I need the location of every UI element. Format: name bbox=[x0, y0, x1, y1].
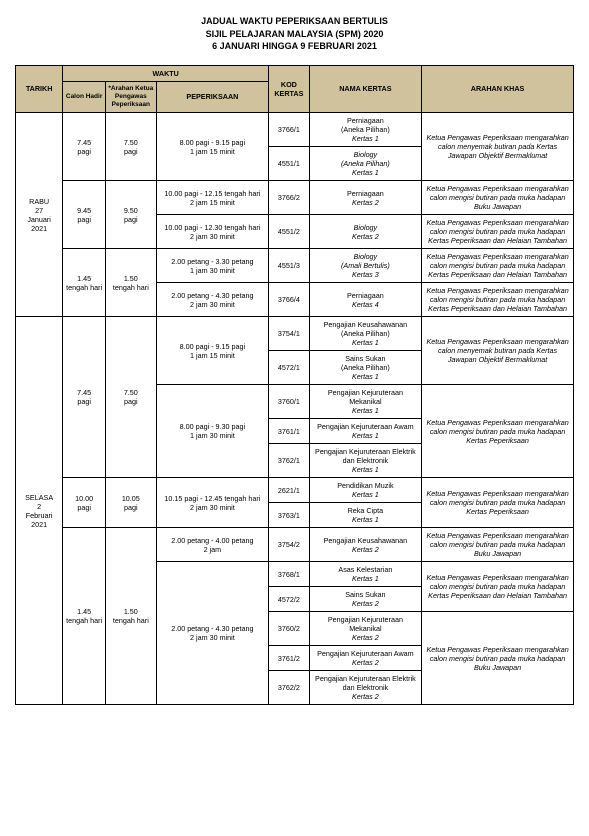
d2-tarikh: SELASA2Februari2021 bbox=[16, 317, 63, 705]
d1-s2-p1: 10.00 pagi - 12.15 tengah hari2 jam 15 m… bbox=[156, 181, 269, 215]
d2-s3-arah: 1.50tengah hari bbox=[106, 528, 157, 705]
d2-r1-kod: 3754/1 bbox=[269, 317, 310, 351]
th-peperiksaan: PEPERIKSAAN bbox=[156, 81, 269, 112]
d1-r2-nama: Biology(Aneka Pilihan)Kertas 1 bbox=[309, 147, 422, 181]
d2-r12-kod: 3761/2 bbox=[269, 646, 310, 671]
d1-s2-r2-nama: BiologyKertas 2 bbox=[309, 215, 422, 249]
d1-r2-kod: 4551/1 bbox=[269, 147, 310, 181]
title-l2: SIJIL PELAJARAN MALAYSIA (SPM) 2020 bbox=[15, 28, 574, 41]
d1-s3-r2-nama: PerniagaanKertas 4 bbox=[309, 283, 422, 317]
d2-s3-p1: 2.00 petang - 4.00 petang2 jam bbox=[156, 528, 269, 562]
d2-s1-calon: 7.45pagi bbox=[63, 317, 106, 478]
d2-r3-nama: Pengajian Kejuruteraan MekanikalKertas 1 bbox=[309, 385, 422, 419]
d2-r2-kod: 4572/1 bbox=[269, 351, 310, 385]
d2-r11-kod: 3760/2 bbox=[269, 612, 310, 646]
d2-s3-khas1: Ketua Pengawas Peperiksaan mengarahkan c… bbox=[422, 528, 574, 562]
d2-r1-nama: Pengajian Keusahawanan(Aneka Pilihan)Ker… bbox=[309, 317, 422, 351]
d2-r4-kod: 3761/1 bbox=[269, 419, 310, 444]
th-kod: KOD KERTAS bbox=[269, 65, 310, 112]
d1-s3-arah: 1.50tengah hari bbox=[106, 249, 157, 317]
d2-r8-kod: 3754/2 bbox=[269, 528, 310, 562]
d2-s1-p1: 8.00 pagi - 9.15 pagi1 jam 15 minit bbox=[156, 317, 269, 385]
d1-s1-arah: 7.50pagi bbox=[106, 113, 157, 181]
doc-title: JADUAL WAKTU PEPERIKSAAN BERTULIS SIJIL … bbox=[15, 15, 574, 53]
d1-s2-r2-khas: Ketua Pengawas Peperiksaan mengarahkan c… bbox=[422, 215, 574, 249]
d2-r12-nama: Pengajian Kejuruteraan AwamKertas 2 bbox=[309, 646, 422, 671]
th-khas: ARAHAN KHAS bbox=[422, 65, 574, 112]
d2-r10-kod: 4572/2 bbox=[269, 587, 310, 612]
d1-s2-p2: 10.00 pagi - 12.30 tengah hari2 jam 30 m… bbox=[156, 215, 269, 249]
d1-s3-p2: 2.00 petang - 4.30 petang2 jam 30 minit bbox=[156, 283, 269, 317]
d2-s1-khas1: Ketua Pengawas Peperiksaan mengarahkan c… bbox=[422, 317, 574, 385]
d1-s2-calon: 9.45pagi bbox=[63, 181, 106, 249]
d1-s3-r1-nama: Biology(Amali Bertulis)Kertas 3 bbox=[309, 249, 422, 283]
d2-s3-khas2: Ketua Pengawas Peperiksaan mengarahkan c… bbox=[422, 562, 574, 612]
d2-r9-kod: 3768/1 bbox=[269, 562, 310, 587]
d2-s2-p: 10.15 pagi - 12.45 tengah hari2 jam 30 m… bbox=[156, 478, 269, 528]
d2-r3-kod: 3760/1 bbox=[269, 385, 310, 419]
d2-r13-nama: Pengajian Kejuruteraan Elektrik dan Elek… bbox=[309, 671, 422, 705]
d2-s3-calon: 1.45tengah hari bbox=[63, 528, 106, 705]
th-arahanKP: *Arahan Ketua Pengawas Peperiksaan bbox=[106, 81, 157, 112]
th-calon: Calon Hadir bbox=[63, 81, 106, 112]
d2-r6-nama: Pendidikan MuzikKertas 1 bbox=[309, 478, 422, 503]
title-l1: JADUAL WAKTU PEPERIKSAAN BERTULIS bbox=[15, 15, 574, 28]
d2-r10-nama: Sains SukanKertas 2 bbox=[309, 587, 422, 612]
d1-s2-r1-nama: PerniagaanKertas 2 bbox=[309, 181, 422, 215]
d1-s3-r1-kod: 4551/3 bbox=[269, 249, 310, 283]
title-l3: 6 JANUARI HINGGA 9 FEBRUARI 2021 bbox=[15, 40, 574, 53]
th-nama: NAMA KERTAS bbox=[309, 65, 422, 112]
d2-r7-kod: 3763/1 bbox=[269, 503, 310, 528]
d2-r4-nama: Pengajian Kejuruteraan AwamKertas 1 bbox=[309, 419, 422, 444]
d2-r2-nama: Sains Sukan(Aneka Pilihan)Kertas 1 bbox=[309, 351, 422, 385]
d1-s3-p1: 2.00 petang - 3.30 petang1 jam 30 minit bbox=[156, 249, 269, 283]
d2-s1-khas2: Ketua Pengawas Peperiksaan mengarahkan c… bbox=[422, 385, 574, 478]
d1-s2-r2-kod: 4551/2 bbox=[269, 215, 310, 249]
d1-s2-r1-kod: 3766/2 bbox=[269, 181, 310, 215]
d1-s3-calon: 1.45tengah hari bbox=[63, 249, 106, 317]
d2-s2-khas: Ketua Pengawas Peperiksaan mengarahkan c… bbox=[422, 478, 574, 528]
th-tarikh: TARIKH bbox=[16, 65, 63, 112]
d2-r5-nama: Pengajian Kejuruteraan Elektrik dan Elek… bbox=[309, 444, 422, 478]
d2-s1-p2: 8.00 pagi - 9.30 pagi1 jam 30 minit bbox=[156, 385, 269, 478]
d2-r7-nama: Reka CiptaKertas 1 bbox=[309, 503, 422, 528]
d2-s2-calon: 10.00pagi bbox=[63, 478, 106, 528]
d2-s2-arah: 10.05pagi bbox=[106, 478, 157, 528]
d1-s1-calon: 7.45pagi bbox=[63, 113, 106, 181]
th-waktu: WAKTU bbox=[63, 65, 269, 81]
d1-s1-khas: Ketua Pengawas Peperiksaan mengarahkan c… bbox=[422, 113, 574, 181]
d2-r13-kod: 3762/2 bbox=[269, 671, 310, 705]
d1-s2-arah: 9.50pagi bbox=[106, 181, 157, 249]
d1-s1-pep: 8.00 pagi - 9.15 pagi1 jam 15 minit bbox=[156, 113, 269, 181]
d2-r9-nama: Asas KelestarianKertas 1 bbox=[309, 562, 422, 587]
d2-r11-nama: Pengajian Kejuruteraan MekanikalKertas 2 bbox=[309, 612, 422, 646]
d2-s3-p2: 2.00 petang - 4.30 petang2 jam 30 minit bbox=[156, 562, 269, 705]
d2-s3-khas3: Ketua Pengawas Peperiksaan mengarahkan c… bbox=[422, 612, 574, 705]
d1-s3-r2-khas: Ketua Pengawas Peperiksaan mengarahkan c… bbox=[422, 283, 574, 317]
d1-s3-r2-kod: 3766/4 bbox=[269, 283, 310, 317]
d1-s3-r1-khas: Ketua Pengawas Peperiksaan mengarahkan c… bbox=[422, 249, 574, 283]
d1-tarikh: RABU27Januari2021 bbox=[16, 113, 63, 317]
d2-r5-kod: 3762/1 bbox=[269, 444, 310, 478]
exam-schedule-table: TARIKH WAKTU KOD KERTAS NAMA KERTAS ARAH… bbox=[15, 65, 574, 705]
d2-s1-arah: 7.50pagi bbox=[106, 317, 157, 478]
d2-r8-nama: Pengajian KeusahawananKertas 2 bbox=[309, 528, 422, 562]
d2-r6-kod: 2621/1 bbox=[269, 478, 310, 503]
d1-s2-r1-khas: Ketua Pengawas Peperiksaan mengarahkan c… bbox=[422, 181, 574, 215]
d1-r1-nama: Perniagaan(Aneka Pilihan)Kertas 1 bbox=[309, 113, 422, 147]
d1-r1-kod: 3766/1 bbox=[269, 113, 310, 147]
